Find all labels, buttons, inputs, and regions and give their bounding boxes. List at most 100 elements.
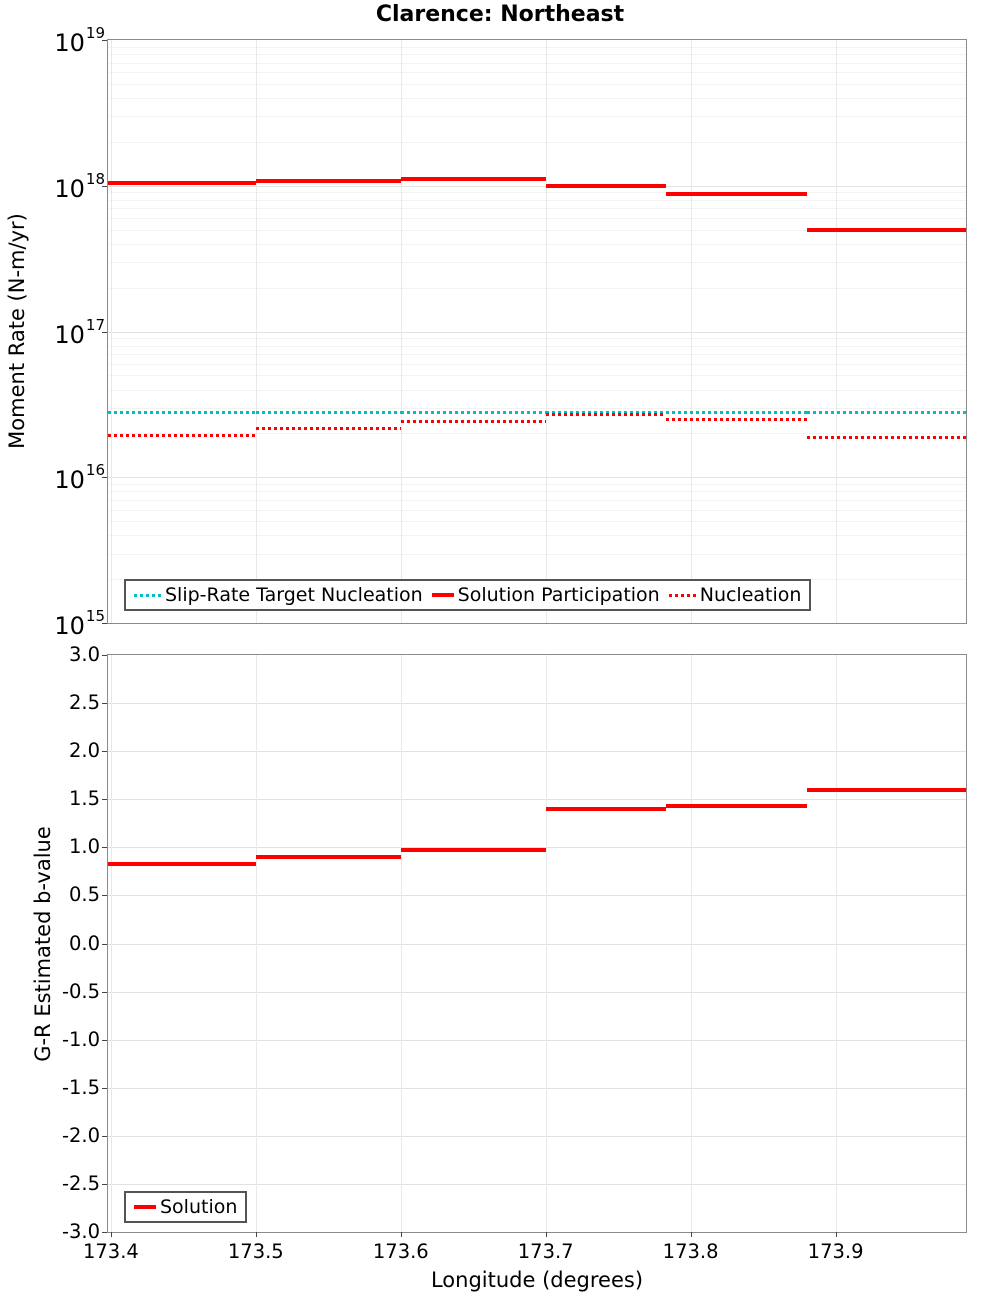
legend-label: Nucleation [699,584,802,606]
legend: Solution [124,1191,248,1223]
minor-gridline [108,83,966,85]
vertical-gridline [400,40,402,623]
legend-item-solution-participation: Solution Participation [431,584,660,606]
y-tick-label: 0.0 [68,931,100,955]
minor-gridline [108,389,966,391]
longitude-axis-label: Longitude (degrees) [430,1268,644,1292]
minor-gridline [108,62,966,64]
b-value-plot: Solution [107,654,967,1233]
series-segment-solution-participation [400,177,546,182]
x-tick-label: 173.4 [82,1240,139,1263]
y-tick-label: 1.5 [68,787,100,811]
minor-gridline [108,287,966,289]
y-axis-tick [102,331,107,333]
y-axis-tick [102,1183,107,1185]
minor-gridline [108,363,966,365]
y-axis-tick [102,1039,107,1041]
chart-title: Clarence: Northeast [375,2,625,27]
minor-gridline [108,521,966,523]
minor-gridline [108,509,966,511]
minor-gridline [108,243,966,245]
series-segment-slip-rate-target-nucleation [400,410,546,414]
series-segment-solution [400,848,546,853]
minor-gridline [108,553,966,555]
y-axis-tick [102,185,107,187]
x-axis-tick [545,1232,547,1237]
x-tick-label: 173.5 [227,1240,284,1263]
y-axis-tick [102,751,107,753]
minor-gridline [108,218,966,220]
major-gridline [108,185,966,187]
y-tick-label: -2.0 [61,1123,100,1147]
minor-gridline [108,407,966,409]
minor-gridline [108,262,966,263]
minor-gridline [108,208,966,210]
log-base: 10 [54,174,85,203]
legend-swatch-solid-icon [134,1205,156,1209]
y-axis-tick [102,1087,107,1089]
major-gridline [108,1087,966,1089]
series-segment-nucleation [545,412,666,416]
minor-gridline [108,54,966,56]
legend-label: Solution Participation [457,584,660,606]
series-segment-solution [666,804,807,808]
minor-gridline [108,72,966,74]
series-segment-solution-participation [545,183,666,188]
log-exponent: 19 [85,24,105,42]
series-segment-nucleation [255,427,401,431]
major-gridline [108,1135,966,1137]
series-segment-solution-participation [806,227,966,232]
log-base: 10 [54,320,85,349]
y-tick-label: -1.0 [61,1027,100,1051]
x-tick-label: 173.7 [517,1240,574,1263]
minor-gridline [108,46,966,48]
major-gridline [108,751,966,753]
minor-gridline [108,535,966,537]
x-axis-tick [255,1232,257,1237]
y-tick-label: -2.5 [61,1171,100,1195]
y-axis-tick [102,799,107,801]
major-gridline [108,1039,966,1041]
vertical-gridline [690,655,692,1232]
legend-item-nucleation: Nucleation [668,584,802,606]
vertical-gridline [545,655,547,1232]
vertical-gridline [400,655,402,1232]
y-tick-label: 1017 [0,316,105,349]
minor-gridline [108,199,966,201]
minor-gridline [108,483,966,485]
minor-gridline [108,499,966,501]
legend-label: Solution [160,1196,238,1218]
moment-rate-plot: Slip-Rate Target Nucleation Solution Part… [107,39,967,624]
log-exponent: 15 [85,607,105,625]
y-tick-label: 1018 [0,170,105,203]
y-axis-tick [102,655,107,656]
y-tick-label: 1019 [0,24,105,55]
series-segment-solution [806,787,966,792]
series-segment-slip-rate-target-nucleation [806,410,966,414]
series-segment-slip-rate-target-nucleation [255,410,401,414]
y-axis-tick [102,895,107,897]
x-axis-tick [690,1232,692,1237]
log-base: 10 [54,612,85,640]
y-tick-label: 2.5 [68,691,100,715]
vertical-gridline [545,40,547,623]
vertical-gridline [110,40,112,623]
vertical-gridline [255,40,257,623]
series-segment-nucleation [400,420,546,424]
y-axis-tick [102,40,107,41]
minor-gridline [108,141,966,143]
vertical-gridline [255,655,257,1232]
major-gridline [108,943,966,945]
legend-item-solution: Solution [134,1196,237,1218]
x-tick-label: 173.8 [662,1240,719,1263]
y-axis-tick [102,1135,107,1137]
x-axis-tick [835,1232,837,1237]
vertical-gridline [110,655,112,1232]
legend-label: Slip-Rate Target Nucleation [165,584,423,606]
minor-gridline [108,433,966,435]
legend: Slip-Rate Target Nucleation Solution Part… [124,579,812,611]
minor-gridline [108,375,966,377]
y-tick-label: 1016 [0,461,105,492]
legend-swatch-dotted-icon [668,593,696,597]
